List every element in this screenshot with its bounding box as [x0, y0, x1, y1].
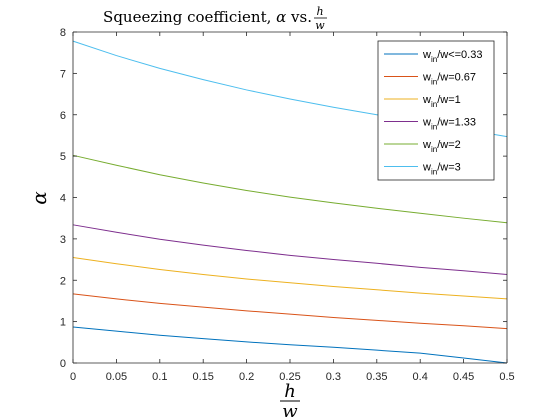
title-prefix: Squeezing coefficient, — [103, 8, 276, 26]
y-tick-label: 3 — [60, 234, 66, 246]
series-line — [72, 154, 508, 224]
y-tick-label: 2 — [60, 275, 66, 287]
legend: win/w<=0.33 win/w=0.67 win/w=1 win/w=1.33 wi… — [377, 40, 495, 181]
legend-label: win/w=0.67 — [422, 72, 476, 87]
series-layer — [72, 40, 508, 364]
x-tick-label: 0.15 — [192, 371, 213, 383]
title-fraction-numerator: h — [316, 5, 323, 18]
legend-label: win/w=1 — [422, 94, 461, 109]
x-ticks: 0 0.05 0.1 0.15 0.2 0.25 0.3 0.35 0.4 0.45 0.5 — [70, 32, 515, 383]
y-tick-label: 1 — [60, 317, 66, 329]
x-tick-label: 0.35 — [366, 371, 387, 383]
y-tick-label: 7 — [60, 68, 66, 80]
title-alpha-symbol: α — [276, 8, 286, 26]
series-line — [72, 256, 508, 300]
x-tick-label: 0.25 — [279, 371, 300, 383]
x-tick-label: 0.2 — [239, 371, 254, 383]
x-axis-label: h w — [280, 381, 300, 420]
legend-label: win/w<=0.33 — [422, 49, 482, 64]
svg-text:Squeezing coefficient, α vs.: Squeezing coefficient, α vs. — [103, 8, 312, 26]
x-label-denominator: w — [282, 401, 298, 420]
x-tick-label: 0 — [70, 371, 76, 383]
x-tick-label: 0.4 — [413, 371, 428, 383]
series-line — [72, 293, 508, 330]
x-tick-label: 0.3 — [326, 371, 341, 383]
series-line — [72, 224, 508, 275]
series-line — [72, 326, 508, 364]
legend-label: win/w=3 — [422, 162, 461, 177]
title-mid: vs. — [286, 8, 312, 26]
x-label-numerator: h — [284, 381, 296, 402]
legend-label: win/w=2 — [422, 139, 461, 154]
y-tick-label: 4 — [60, 193, 66, 205]
x-tick-label: 0.1 — [152, 371, 167, 383]
title-fraction-denominator: w — [315, 19, 325, 32]
x-tick-label: 0.45 — [453, 371, 474, 383]
y-axis-label: α — [27, 191, 51, 205]
x-tick-label: 0.05 — [106, 371, 127, 383]
y-tick-label: 8 — [60, 27, 66, 39]
y-ticks: 0 1 2 3 4 5 6 7 8 — [60, 27, 507, 370]
legend-label: win/w=1.33 — [422, 117, 476, 132]
y-tick-label: 5 — [60, 151, 66, 163]
legend-box — [377, 40, 495, 181]
x-tick-label: 0.5 — [499, 371, 514, 383]
y-tick-label: 6 — [60, 110, 66, 122]
chart-title: Squeezing coefficient, α vs. h w — [103, 5, 327, 32]
y-tick-label: 0 — [60, 358, 66, 370]
